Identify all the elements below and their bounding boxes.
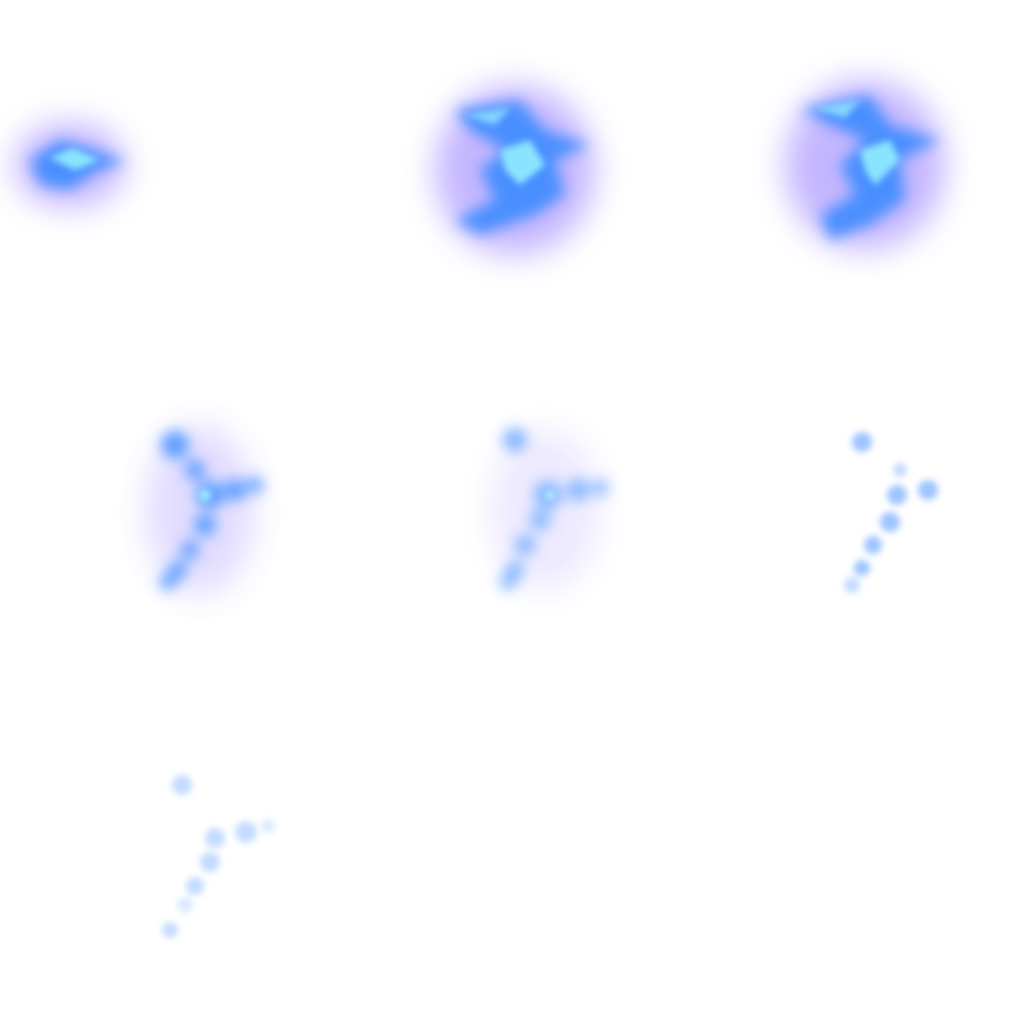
spark-frame-7 [162, 775, 275, 938]
spark-frame-2 [435, 85, 595, 255]
spark-frame-5 [490, 428, 608, 590]
spark-frame-4 [145, 425, 263, 595]
spark-frame-1 [15, 123, 125, 207]
spark-frame-3 [785, 80, 945, 250]
spark-frame-6 [844, 432, 938, 593]
